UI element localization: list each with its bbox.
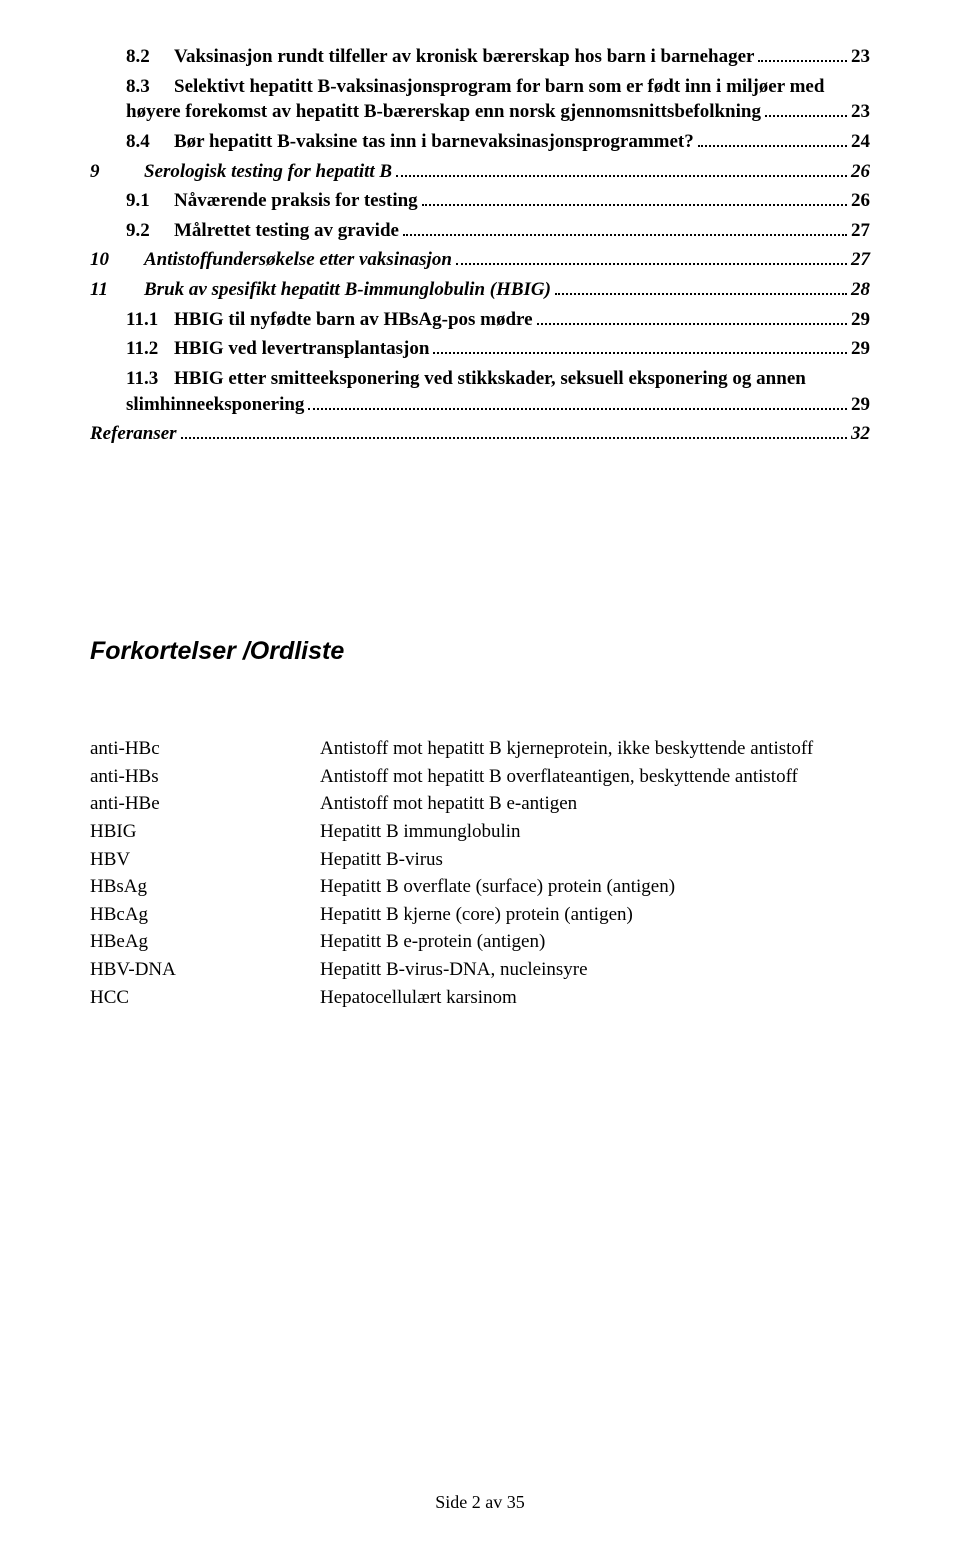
glossary-term: HBV-DNA [90,957,320,983]
toc-page: 23 [851,44,870,70]
glossary-term: anti-HBs [90,764,320,790]
toc-title: Serologisk testing for hepatitt B [144,159,392,185]
glossary-definition: Antistoff mot hepatitt B overflateantige… [320,764,870,790]
page-footer: Side 2 av 35 [0,1492,960,1513]
toc-entry: 8.3Selektivt hepatitt B-vaksinasjonsprog… [90,74,870,125]
toc-page: 27 [851,247,870,273]
glossary-row: HBIGHepatitt B immunglobulin [90,819,870,845]
toc-title: Målrettet testing av gravide [174,218,399,244]
toc-page: 27 [851,218,870,244]
toc-number: 9.1 [126,188,174,214]
toc-title: HBIG til nyfødte barn av HBsAg-pos mødre [174,307,533,333]
toc-dots [555,278,847,295]
toc-page: 23 [851,99,870,125]
toc-title: HBIG etter smitteeksponering ved stikksk… [174,366,806,392]
toc-entry: 11.2HBIG ved levertransplantasjon 29 [90,336,870,362]
page: 8.2Vaksinasjon rundt tilfeller av kronis… [0,0,960,1543]
glossary-row: HBsAgHepatitt B overflate (surface) prot… [90,874,870,900]
toc-number: 11.1 [126,307,174,333]
toc-number: 11 [90,277,144,303]
toc-page: 26 [851,188,870,214]
toc-number: 8.3 [126,74,174,100]
toc-page: 28 [851,277,870,303]
toc-entry: 11.1HBIG til nyfødte barn av HBsAg-pos m… [90,307,870,333]
toc-title: Bruk av spesifikt hepatitt B-immunglobul… [144,277,551,303]
glossary-definition: Hepatitt B immunglobulin [320,819,870,845]
toc-dots [433,337,847,354]
glossary-row: anti-HBsAntistoff mot hepatitt B overfla… [90,764,870,790]
table-of-contents: 8.2Vaksinasjon rundt tilfeller av kronis… [90,44,870,447]
toc-entry: 9.1Nåværende praksis for testing 26 [90,188,870,214]
toc-dots [396,159,847,176]
toc-page: 29 [851,336,870,362]
toc-dots [422,189,847,206]
glossary-term: HBcAg [90,902,320,928]
toc-title: Bør hepatitt B-vaksine tas inn i barneva… [174,129,694,155]
glossary-definition: Hepatocellulært karsinom [320,985,870,1011]
glossary-definition: Hepatitt B overflate (surface) protein (… [320,874,870,900]
toc-entry: 8.2Vaksinasjon rundt tilfeller av kronis… [90,44,870,70]
toc-dots [698,130,847,147]
glossary-definition: Hepatitt B-virus [320,847,870,873]
toc-title: Antistoffundersøkelse etter vaksinasjon [144,247,452,273]
glossary-definition: Hepatitt B e-protein (antigen) [320,929,870,955]
toc-number: 8.2 [126,44,174,70]
toc-number: 9 [90,159,144,185]
toc-title: Referanser [90,421,177,447]
glossary-row: anti-HBcAntistoff mot hepatitt B kjernep… [90,736,870,762]
toc-dots [403,219,847,236]
toc-number: 9.2 [126,218,174,244]
toc-entry: 10Antistoffundersøkelse etter vaksinasjo… [90,247,870,273]
toc-page: 24 [851,129,870,155]
toc-number: 11.2 [126,336,174,362]
toc-number: 8.4 [126,129,174,155]
glossary-term: HBV [90,847,320,873]
glossary-heading: Forkortelser /Ordliste [90,637,870,666]
toc-number: 10 [90,247,144,273]
toc-dots [765,100,847,117]
toc-dots [456,248,847,265]
toc-dots [537,308,847,325]
toc-dots [758,45,847,62]
glossary-definition: Hepatitt B-virus-DNA, nucleinsyre [320,957,870,983]
glossary-term: HBeAg [90,929,320,955]
glossary-term: anti-HBe [90,791,320,817]
toc-title: Selektivt hepatitt B-vaksinasjonsprogram… [174,74,824,100]
glossary-term: HBIG [90,819,320,845]
glossary-row: anti-HBeAntistoff mot hepatitt B e-antig… [90,791,870,817]
toc-number: 11.3 [126,366,174,392]
toc-entry: Referanser 32 [90,421,870,447]
toc-dots [308,393,847,410]
toc-entry: 11.3HBIG etter smitteeksponering ved sti… [90,366,870,417]
toc-page: 32 [851,421,870,447]
toc-entry: 9Serologisk testing for hepatitt B 26 [90,159,870,185]
glossary-definition: Antistoff mot hepatitt B kjerneprotein, … [320,736,870,762]
glossary-row: HBeAgHepatitt B e-protein (antigen) [90,929,870,955]
toc-dots [181,422,847,439]
glossary-row: HCCHepatocellulært karsinom [90,985,870,1011]
toc-title: HBIG ved levertransplantasjon [174,336,429,362]
toc-page: 29 [851,307,870,333]
glossary-row: HBcAgHepatitt B kjerne (core) protein (a… [90,902,870,928]
glossary-term: anti-HBc [90,736,320,762]
glossary-list: anti-HBcAntistoff mot hepatitt B kjernep… [90,736,870,1010]
toc-page: 29 [851,392,870,418]
glossary-term: HBsAg [90,874,320,900]
toc-title-line2: slimhinneeksponering [126,392,304,418]
glossary-term: HCC [90,985,320,1011]
glossary-definition: Hepatitt B kjerne (core) protein (antige… [320,902,870,928]
toc-entry: 9.2Målrettet testing av gravide 27 [90,218,870,244]
toc-entry: 11Bruk av spesifikt hepatitt B-immunglob… [90,277,870,303]
glossary-definition: Antistoff mot hepatitt B e-antigen [320,791,870,817]
toc-title: Vaksinasjon rundt tilfeller av kronisk b… [174,44,754,70]
toc-title: Nåværende praksis for testing [174,188,418,214]
toc-page: 26 [851,159,870,185]
toc-title-line2: høyere forekomst av hepatitt B-bærerskap… [126,99,761,125]
glossary-row: HBVHepatitt B-virus [90,847,870,873]
glossary-row: HBV-DNAHepatitt B-virus-DNA, nucleinsyre [90,957,870,983]
toc-entry: 8.4Bør hepatitt B-vaksine tas inn i barn… [90,129,870,155]
